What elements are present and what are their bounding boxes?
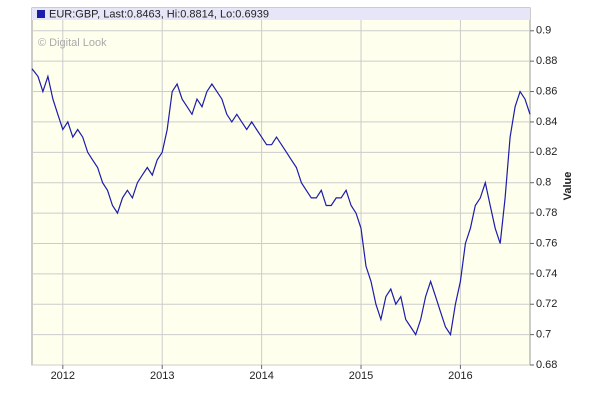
legend-swatch: [37, 10, 45, 18]
y-tick-label: 0.72: [536, 298, 557, 310]
y-tick-label: 0.84: [536, 116, 557, 128]
legend-bar: [32, 8, 530, 20]
x-tick-label: 2016: [448, 370, 472, 382]
y-tick-label: 0.9: [536, 25, 551, 37]
x-tick-label: 2012: [51, 370, 75, 382]
y-axis-label: Value: [562, 172, 574, 201]
y-tick-label: 0.82: [536, 146, 557, 158]
y-tick-label: 0.68: [536, 359, 557, 371]
series-line: [31, 68, 531, 337]
y-tick-label: 0.74: [536, 268, 557, 280]
plot-area: [31, 7, 531, 366]
y-tick-label: 0.78: [536, 207, 557, 219]
x-tick-label: 2014: [249, 370, 273, 382]
y-tick-label: 0.8: [536, 177, 551, 189]
y-tick-label: 0.88: [536, 55, 557, 67]
y-tick-label: 0.7: [536, 329, 551, 341]
y-tick-label: 0.86: [536, 85, 557, 97]
legend-label: EUR:GBP, Last:0.8463, Hi:0.8814, Lo:0.69…: [49, 8, 269, 20]
y-tick-label: 0.76: [536, 237, 557, 249]
x-tick-label: 2013: [150, 370, 174, 382]
x-tick-label: 2015: [349, 370, 373, 382]
watermark: © Digital Look: [38, 37, 107, 49]
